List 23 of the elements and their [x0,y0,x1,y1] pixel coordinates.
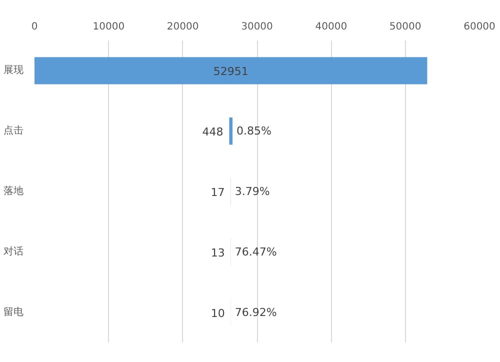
x-tick-label: 30000 [241,22,273,32]
y-tick-label: 对话 [4,245,24,258]
x-tick-label: 60000 [464,22,496,32]
x-tick-label: 20000 [166,22,199,32]
y-tick-label: 展现 [4,65,24,76]
x-tick-label: 40000 [315,22,348,32]
annotation: 3.79% [234,185,270,198]
data-label: 13 [210,246,225,260]
annotation: 0.85% [236,124,272,138]
annotation: 76.47% [234,245,277,258]
data-label: 10 [210,306,225,320]
data-label: 448 [202,126,224,139]
bar [34,57,428,84]
y-tick-label: 落地 [4,185,24,197]
data-label: 52951 [213,65,248,78]
data-label: 17 [210,186,225,199]
y-tick-label: 留电 [4,306,24,318]
annotation: 76.92% [234,306,277,319]
x-tick-label: 10000 [92,22,125,32]
bar [229,118,233,145]
x-tick-label: 0 [31,22,38,32]
x-tick-label: 50000 [389,22,422,32]
y-tick-label: 点击 [4,124,24,137]
